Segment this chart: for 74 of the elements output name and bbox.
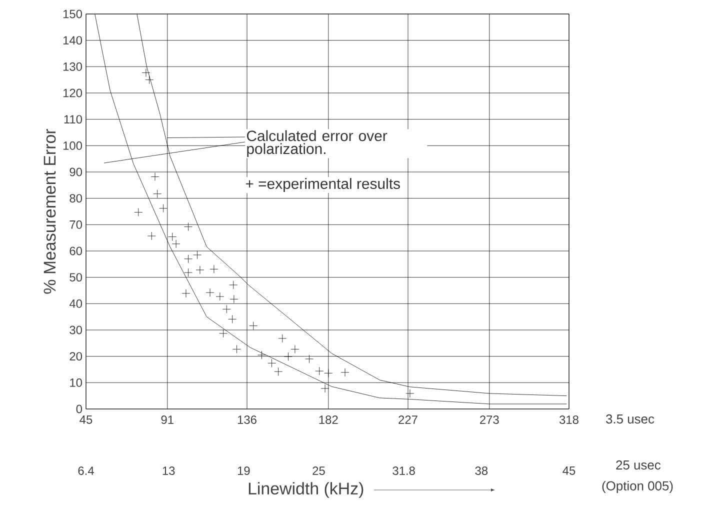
- y-tick-label: 100: [63, 141, 82, 150]
- x-axis-title: Linewidth (kHz): [248, 482, 364, 498]
- point: [159, 204, 168, 213]
- y-axis-title: % Measurement Error: [44, 128, 56, 294]
- x-tick-label: 227: [398, 416, 418, 424]
- y-tick-label: 0: [76, 404, 82, 414]
- point: [274, 367, 283, 376]
- y-tick-label: 130: [63, 62, 82, 71]
- point: [249, 322, 258, 330]
- x-tick-label: 182: [319, 416, 338, 424]
- x-tick-label: 91: [161, 416, 174, 424]
- x2-tick-label: 31.8: [392, 466, 415, 475]
- text: 25 usec: [616, 460, 661, 470]
- point: [150, 172, 160, 181]
- point: [147, 232, 156, 240]
- point: [324, 368, 333, 378]
- annotation: + =experimental results: [246, 178, 400, 192]
- point: [340, 368, 350, 377]
- y-tick-label: 30: [70, 326, 82, 334]
- point: [196, 266, 204, 274]
- x2-tick-label: 25: [312, 466, 325, 475]
- x2-tick-label: 6.4: [78, 466, 94, 475]
- annotation: Calculated error over polarization.: [246, 130, 388, 158]
- point: [145, 76, 154, 84]
- y-tick-label: 90: [70, 168, 82, 176]
- x-tick-label: 273: [480, 416, 499, 424]
- text: 3.5 usec: [606, 414, 654, 424]
- point: [230, 294, 238, 304]
- point: [406, 389, 414, 398]
- point: [278, 334, 287, 343]
- x-tick-label: 45: [80, 416, 92, 424]
- point: [305, 354, 314, 364]
- x2-tick-label: 13: [162, 466, 175, 475]
- point: [210, 264, 218, 274]
- point: [315, 366, 324, 376]
- y-tick-label: 70: [70, 220, 82, 229]
- y-tick-label: 150: [63, 10, 82, 18]
- point: [229, 280, 238, 290]
- point: [184, 222, 192, 231]
- y-tick-label: 140: [63, 36, 82, 45]
- point: [284, 352, 292, 361]
- point: [168, 232, 177, 241]
- point: [206, 288, 214, 297]
- point: [232, 345, 241, 354]
- y-tick-label: 50: [70, 273, 82, 282]
- x2-tick-label: 45: [562, 466, 576, 475]
- x2-tick-label: 19: [238, 466, 250, 475]
- y-tick-label: 80: [70, 194, 82, 203]
- point: [193, 250, 202, 260]
- point: [153, 190, 162, 198]
- x2-tick-label: 38: [475, 466, 488, 475]
- x-tick-label: 136: [238, 416, 256, 424]
- point: [216, 292, 224, 301]
- y-tick-label: 60: [70, 246, 82, 256]
- y-tick-label: 120: [63, 88, 82, 98]
- y-tick-label: 110: [64, 115, 82, 124]
- point: [134, 208, 143, 216]
- point: [184, 268, 192, 277]
- x-tick-label: 318: [559, 416, 578, 424]
- y-tick-label: 40: [69, 299, 82, 308]
- point: [290, 345, 300, 354]
- text: (Option 005): [602, 480, 673, 494]
- y-tick-label: 20: [70, 352, 82, 361]
- point: [320, 384, 330, 393]
- point: [219, 329, 228, 338]
- point: [222, 304, 231, 314]
- point: [182, 289, 190, 298]
- point: [172, 240, 180, 248]
- point: [228, 314, 237, 324]
- y-tick-label: 10: [70, 378, 82, 387]
- point: [268, 358, 276, 368]
- point: [142, 68, 150, 77]
- point: [257, 350, 266, 360]
- point: [184, 254, 192, 264]
